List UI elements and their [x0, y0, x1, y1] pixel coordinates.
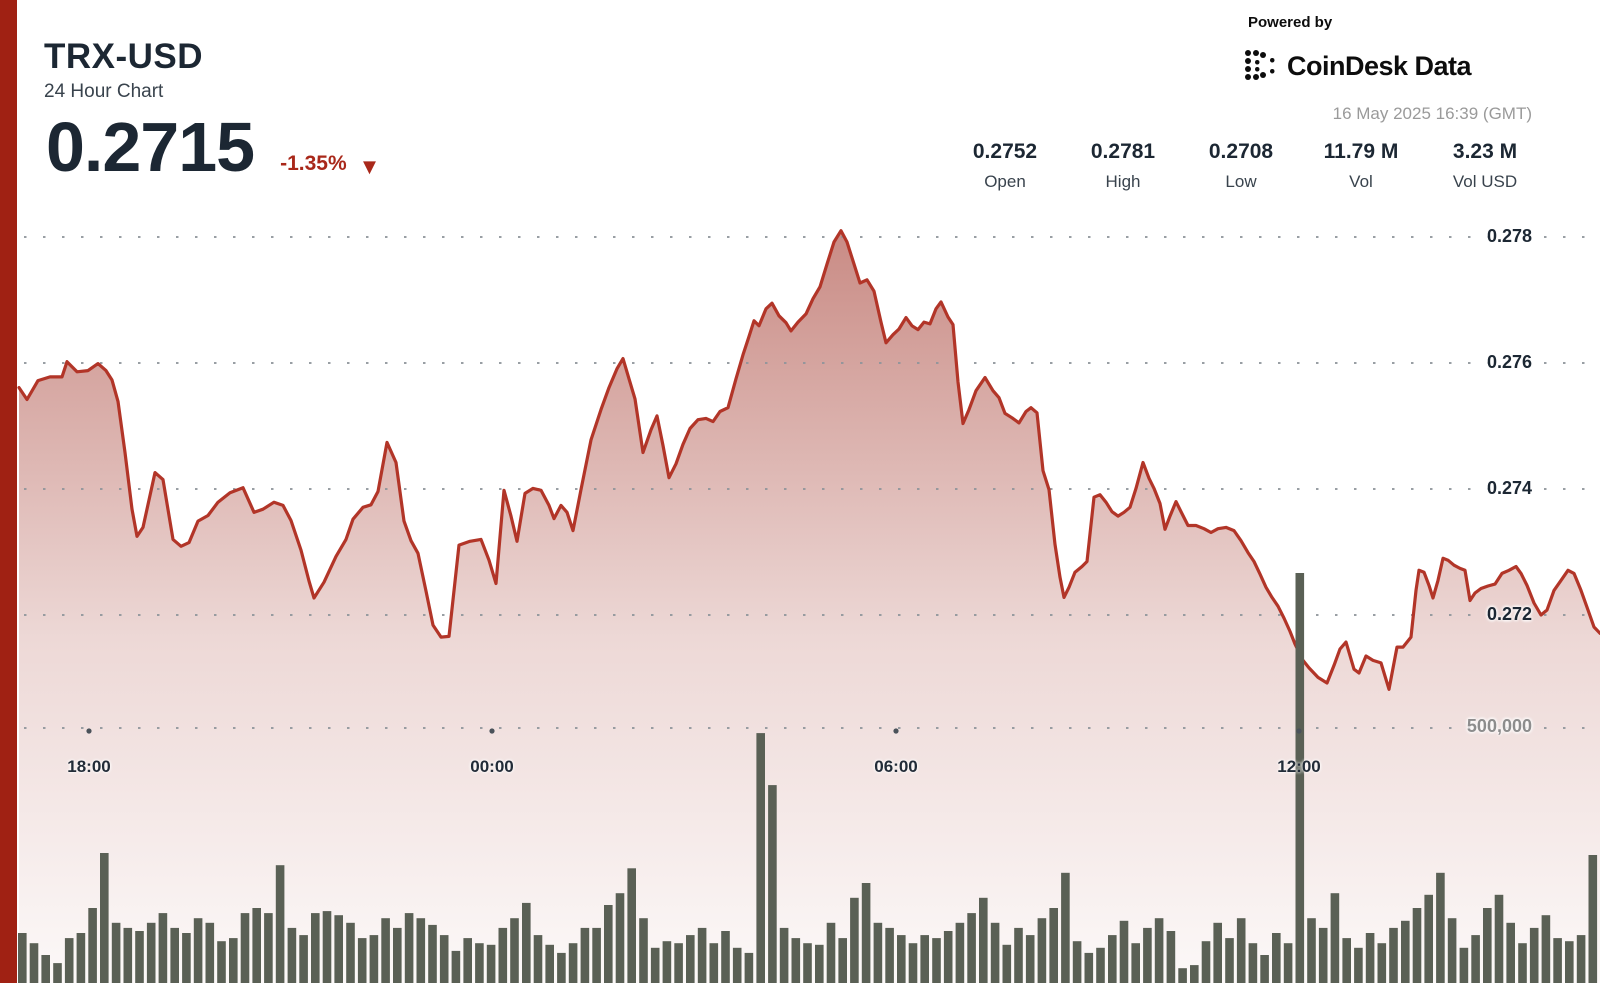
y-axis-label-0278: 0.278	[1486, 226, 1532, 246]
y-axis-label-0272: 0.272	[1486, 604, 1532, 624]
current-price: 0.2715	[46, 108, 255, 186]
stat-high: 0.2781 High	[1058, 140, 1188, 192]
chart-period-subtitle: 24 Hour Chart	[44, 80, 164, 102]
volume-axis-label: 500,000	[1466, 716, 1532, 736]
stat-volume-value: 11.79 M	[1323, 140, 1399, 163]
y-axis-label-0276: 0.276	[1486, 352, 1532, 372]
chart-header: TRX-USD 24 Hour Chart	[44, 37, 204, 103]
coindesk-logo-wordmark: CoinDesk Data	[1287, 50, 1472, 81]
stat-open: 0.2752 Open	[940, 140, 1070, 192]
current-price-row: 0.2715 -1.35% ▼	[46, 112, 380, 182]
stat-high-value: 0.2781	[1090, 140, 1156, 163]
coindesk-data-logo[interactable]: CoinDesk Data	[1245, 50, 1472, 82]
stat-volume: 11.79 M Vol	[1296, 140, 1426, 192]
stat-low: 0.2708 Low	[1176, 140, 1306, 192]
stat-low-label: Low	[1225, 172, 1257, 191]
x-axis-label-0000: 00:00	[470, 757, 514, 776]
stat-volume-usd: 3.23 M Vol USD	[1420, 140, 1550, 192]
stat-volume-label: Vol	[1349, 172, 1373, 191]
stat-volume-usd-value: 3.23 M	[1452, 140, 1518, 163]
price-change-percent: -1.35%	[280, 152, 347, 175]
pair-title: TRX-USD	[44, 37, 204, 76]
x-axis-label-0600: 06:00	[874, 757, 918, 776]
stat-open-value: 0.2752	[972, 140, 1038, 163]
x-axis-label-1800: 18:00	[67, 757, 111, 776]
x-axis-label-1200: 12:00	[1277, 757, 1321, 776]
stat-low-value: 0.2708	[1208, 140, 1274, 163]
powered-by-label: Powered by	[1248, 14, 1333, 31]
y-axis-label-0274: 0.274	[1486, 478, 1532, 498]
stat-high-label: High	[1105, 172, 1141, 191]
price-down-arrow-icon: ▼	[358, 154, 381, 179]
stat-volume-usd-label: Vol USD	[1452, 172, 1518, 191]
data-timestamp: 16 May 2025 16:39 (GMT)	[1332, 104, 1532, 123]
stat-open-label: Open	[984, 172, 1026, 191]
coindesk-logo-icon	[1245, 50, 1275, 80]
left-accent-bar	[0, 0, 17, 983]
